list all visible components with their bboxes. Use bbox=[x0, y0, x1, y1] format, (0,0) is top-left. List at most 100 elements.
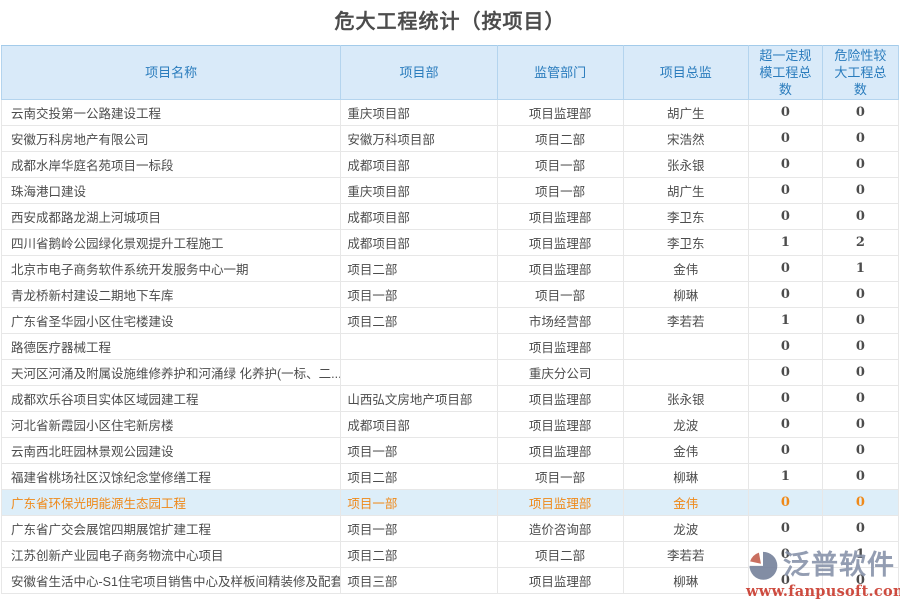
cell-dept: 成都项目部 bbox=[340, 151, 498, 178]
table-row[interactable]: 成都欢乐谷项目实体区域园建工程 山西弘文房地产项目部 项目监理部 张永银 0 0 bbox=[0, 385, 900, 412]
table-row[interactable]: 云南交投第一公路建设工程 重庆项目部 项目监理部 胡广生 0 0 bbox=[0, 99, 900, 126]
cell-high-risk-total: 0 bbox=[822, 489, 900, 516]
cell-high-risk-total: 0 bbox=[822, 203, 900, 230]
cell-dept: 项目一部 bbox=[340, 437, 498, 464]
cell-over-scale-total: 0 bbox=[748, 281, 823, 308]
table-row[interactable]: 四川省鹅岭公园绿化景观提升工程施工 成都项目部 项目监理部 李卫东 1 2 bbox=[0, 229, 900, 256]
cell-high-risk-total: 0 bbox=[822, 99, 900, 126]
page-title: 危大工程统计（按项目） bbox=[334, 11, 566, 33]
cell-supervising-dept: 项目监理部 bbox=[497, 99, 624, 126]
cell-over-scale-total: 0 bbox=[748, 151, 823, 178]
cell-high-risk-total: 0 bbox=[822, 385, 900, 412]
cell-director: 李若若 bbox=[623, 307, 749, 334]
cell-name: 河北省新霞园小区住宅新房楼 bbox=[0, 411, 342, 438]
table-row[interactable]: 云南西北旺园林景观公园建设 项目一部 项目监理部 金伟 0 0 bbox=[0, 437, 900, 464]
cell-supervising-dept: 重庆分公司 bbox=[497, 359, 624, 386]
cell-name: 西安成都路龙湖上河城项目 bbox=[0, 203, 342, 230]
cell-name: 四川省鹅岭公园绿化景观提升工程施工 bbox=[0, 229, 342, 256]
cell-name: 青龙桥新村建设二期地下车库 bbox=[0, 281, 342, 308]
cell-dept bbox=[340, 359, 498, 386]
cell-supervising-dept: 造价咨询部 bbox=[497, 515, 624, 542]
cell-high-risk-total: 0 bbox=[822, 333, 900, 360]
cell-high-risk-total: 1 bbox=[822, 255, 900, 282]
table-row[interactable]: 天河区河涌及附属设施维修养护和河涌绿 化养护(一标、二... 重庆分公司 0 0 bbox=[0, 359, 900, 386]
table-row[interactable]: 成都水岸华庭名苑项目一标段 成都项目部 项目一部 张永银 0 0 bbox=[0, 151, 900, 178]
cell-over-scale-total: 0 bbox=[748, 255, 823, 282]
cell-supervising-dept: 项目监理部 bbox=[497, 489, 624, 516]
column-header-supervising-dept: 监管部门 bbox=[496, 45, 624, 100]
cell-name: 云南交投第一公路建设工程 bbox=[0, 99, 342, 126]
cell-director: 胡广生 bbox=[623, 99, 749, 126]
cell-dept: 山西弘文房地产项目部 bbox=[340, 385, 498, 412]
column-header-over-scale-total: 超一定规模工程总数 bbox=[747, 45, 823, 100]
cell-over-scale-total: 0 bbox=[748, 359, 823, 386]
cell-dept: 项目二部 bbox=[340, 463, 498, 490]
cell-high-risk-total: 0 bbox=[822, 411, 900, 438]
cell-supervising-dept: 项目监理部 bbox=[497, 411, 624, 438]
cell-dept: 重庆项目部 bbox=[340, 177, 498, 204]
cell-director: 胡广生 bbox=[623, 177, 749, 204]
cell-supervising-dept: 项目监理部 bbox=[497, 203, 624, 230]
cell-dept: 项目二部 bbox=[340, 307, 498, 334]
cell-name: 广东省环保光明能源生态园工程 bbox=[0, 489, 342, 516]
cell-supervising-dept: 市场经营部 bbox=[497, 307, 624, 334]
cell-name: 广东省圣华园小区住宅楼建设 bbox=[0, 307, 342, 334]
table-row[interactable]: 西安成都路龙湖上河城项目 成都项目部 项目监理部 李卫东 0 0 bbox=[0, 203, 900, 230]
cell-high-risk-total: 0 bbox=[822, 567, 900, 594]
cell-director bbox=[623, 359, 749, 386]
cell-director: 柳琳 bbox=[623, 463, 749, 490]
table-row[interactable]: 青龙桥新村建设二期地下车库 项目一部 项目一部 柳琳 0 0 bbox=[0, 281, 900, 308]
table-row[interactable]: 广东省环保光明能源生态园工程 项目一部 项目监理部 金伟 0 0 bbox=[0, 489, 900, 516]
cell-over-scale-total: 1 bbox=[748, 307, 823, 334]
cell-high-risk-total: 0 bbox=[822, 463, 900, 490]
cell-over-scale-total: 0 bbox=[748, 489, 823, 516]
cell-high-risk-total: 0 bbox=[822, 307, 900, 334]
table-row[interactable]: 江苏创新产业园电子商务物流中心项目 项目二部 项目二部 李若若 0 1 bbox=[0, 541, 900, 568]
cell-name: 安徽省生活中心-S1住宅项目销售中心及样板间精装修及配套 bbox=[0, 567, 342, 594]
cell-name: 安徽万科房地产有限公司 bbox=[0, 125, 342, 152]
table-row[interactable]: 广东省广交会展馆四期展馆扩建工程 项目一部 造价咨询部 龙波 0 0 bbox=[0, 515, 900, 542]
cell-dept: 重庆项目部 bbox=[340, 99, 498, 126]
table-row[interactable]: 路德医疗器械工程 项目监理部 0 0 bbox=[0, 333, 900, 360]
cell-supervising-dept: 项目一部 bbox=[497, 281, 624, 308]
cell-name: 天河区河涌及附属设施维修养护和河涌绿 化养护(一标、二... bbox=[0, 359, 342, 386]
cell-high-risk-total: 0 bbox=[822, 151, 900, 178]
cell-over-scale-total: 1 bbox=[748, 229, 823, 256]
cell-dept: 项目二部 bbox=[340, 255, 498, 282]
table-row[interactable]: 广东省圣华园小区住宅楼建设 项目二部 市场经营部 李若若 1 0 bbox=[0, 307, 900, 334]
cell-over-scale-total: 0 bbox=[748, 125, 823, 152]
cell-name: 珠海港口建设 bbox=[0, 177, 342, 204]
cell-over-scale-total: 0 bbox=[748, 385, 823, 412]
cell-director: 柳琳 bbox=[623, 567, 749, 594]
cell-name: 路德医疗器械工程 bbox=[0, 333, 342, 360]
cell-name: 成都水岸华庭名苑项目一标段 bbox=[0, 151, 342, 178]
header-row: 项目名称 项目部 监管部门 项目总监 超一定规模工程总数 危险性较大工程总数 bbox=[0, 45, 900, 100]
cell-supervising-dept: 项目二部 bbox=[497, 541, 624, 568]
cell-dept: 成都项目部 bbox=[340, 229, 498, 256]
cell-director: 龙波 bbox=[623, 411, 749, 438]
cell-over-scale-total: 0 bbox=[748, 411, 823, 438]
cell-over-scale-total: 0 bbox=[748, 567, 823, 594]
cell-dept: 项目一部 bbox=[340, 515, 498, 542]
column-header-director: 项目总监 bbox=[622, 45, 749, 100]
column-header-high-risk-total: 危险性较大工程总数 bbox=[821, 45, 900, 100]
cell-name: 云南西北旺园林景观公园建设 bbox=[0, 437, 342, 464]
table-row[interactable]: 河北省新霞园小区住宅新房楼 成都项目部 项目监理部 龙波 0 0 bbox=[0, 411, 900, 438]
table-row[interactable]: 珠海港口建设 重庆项目部 项目一部 胡广生 0 0 bbox=[0, 177, 900, 204]
cell-name: 广东省广交会展馆四期展馆扩建工程 bbox=[0, 515, 342, 542]
cell-director: 龙波 bbox=[623, 515, 749, 542]
column-header-dept: 项目部 bbox=[340, 45, 498, 100]
cell-high-risk-total: 0 bbox=[822, 125, 900, 152]
table-row[interactable]: 北京市电子商务软件系统开发服务中心一期 项目二部 项目监理部 金伟 0 1 bbox=[0, 255, 900, 282]
table-row[interactable]: 福建省桃场社区汉馀纪念堂修缮工程 项目二部 项目一部 柳琳 1 0 bbox=[0, 463, 900, 490]
cell-supervising-dept: 项目一部 bbox=[497, 463, 624, 490]
cell-director: 李卫东 bbox=[623, 203, 749, 230]
cell-over-scale-total: 0 bbox=[748, 203, 823, 230]
cell-dept: 项目三部 bbox=[340, 567, 498, 594]
table-row[interactable]: 安徽万科房地产有限公司 安徽万科项目部 项目二部 宋浩然 0 0 bbox=[0, 125, 900, 152]
cell-name: 江苏创新产业园电子商务物流中心项目 bbox=[0, 541, 342, 568]
table-row[interactable]: 安徽省生活中心-S1住宅项目销售中心及样板间精装修及配套 项目三部 项目监理部 柳琳 0… bbox=[0, 567, 900, 594]
cell-high-risk-total: 0 bbox=[822, 515, 900, 542]
cell-director: 柳琳 bbox=[623, 281, 749, 308]
cell-high-risk-total: 1 bbox=[822, 541, 900, 568]
